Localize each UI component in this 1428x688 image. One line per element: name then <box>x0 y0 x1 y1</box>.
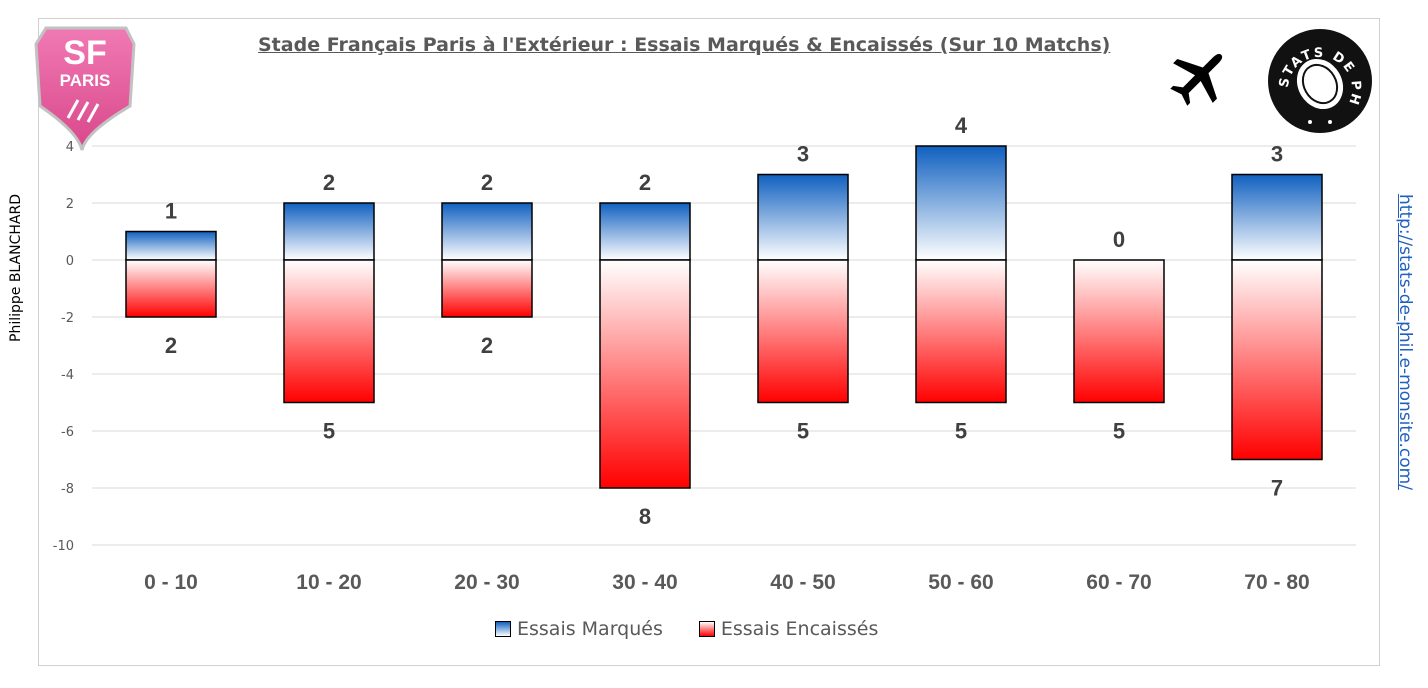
data-label-marques: 3 <box>1271 142 1283 167</box>
legend-label-encaisses: Essais Encaissés <box>720 618 879 640</box>
data-label-encaisses: 7 <box>1271 476 1283 501</box>
x-tick-label: 0 - 10 <box>144 571 198 594</box>
data-label-marques: 1 <box>165 199 177 224</box>
x-tick-label: 70 - 80 <box>1244 571 1309 594</box>
bar-marques <box>441 202 533 261</box>
legend-item-marques: Essais Marqués <box>495 618 663 640</box>
club-logo-initials: SF <box>63 34 106 72</box>
data-label-marques: 3 <box>797 142 809 167</box>
chart-title: Stade Français Paris à l'Extérieur : Ess… <box>258 34 1111 56</box>
bar-encaisses <box>1231 259 1323 461</box>
y-tick-label: 4 <box>66 140 74 155</box>
bar-marques <box>125 230 217 261</box>
data-label-marques: 0 <box>1113 227 1125 252</box>
club-logo-city: PARIS <box>60 71 111 90</box>
data-label-marques: 2 <box>639 170 651 195</box>
data-label-marques: 2 <box>481 170 493 195</box>
y-tick-label: -4 <box>61 368 74 383</box>
data-label-encaisses: 2 <box>481 333 493 358</box>
chart-legend: Essais Marqués Essais Encaissés <box>495 618 878 640</box>
club-logo: SF PARIS <box>34 26 136 151</box>
data-label-marques: 2 <box>323 170 335 195</box>
x-tick-label: 40 - 50 <box>770 571 835 594</box>
x-tick-label: 20 - 30 <box>454 571 519 594</box>
x-tick-label: 30 - 40 <box>612 571 677 594</box>
bar-encaisses <box>441 259 533 318</box>
airplane-icon <box>1170 53 1223 106</box>
y-tick-label: -6 <box>61 425 74 440</box>
bar-encaisses <box>1073 259 1165 404</box>
y-tick-label: -2 <box>61 311 74 326</box>
bar-marques <box>757 173 849 261</box>
y-tick-label: 0 <box>66 254 74 269</box>
data-label-encaisses: 5 <box>797 419 809 444</box>
bar-encaisses <box>757 259 849 404</box>
y-tick-label: -10 <box>53 539 74 554</box>
data-label-encaisses: 2 <box>165 333 177 358</box>
bar-encaisses <box>599 259 691 489</box>
bar-marques <box>915 145 1007 261</box>
bar-encaisses <box>125 259 217 318</box>
legend-label-marques: Essais Marqués <box>517 618 663 640</box>
bar-marques <box>283 202 375 261</box>
bar-encaisses <box>915 259 1007 404</box>
bar-marques <box>599 202 691 261</box>
data-label-encaisses: 8 <box>639 504 651 529</box>
data-label-encaisses: 5 <box>323 419 335 444</box>
x-tick-label: 60 - 70 <box>1086 571 1151 594</box>
x-tick-label: 50 - 60 <box>928 571 993 594</box>
bar-marques <box>1231 173 1323 261</box>
legend-item-encaisses: Essais Encaissés <box>698 618 879 640</box>
data-label-marques: 4 <box>955 113 968 138</box>
bar-encaisses <box>283 259 375 404</box>
legend-swatch-marques <box>495 621 511 637</box>
stats-de-phil-logo: STATS DE PHIL <box>1264 26 1372 133</box>
chart-frame <box>38 18 1380 666</box>
y-tick-label: -8 <box>61 482 74 497</box>
data-label-encaisses: 5 <box>955 419 967 444</box>
x-tick-label: 10 - 20 <box>296 571 361 594</box>
y-tick-label: 2 <box>66 197 74 212</box>
legend-swatch-encaisses <box>698 621 715 637</box>
data-label-encaisses: 5 <box>1113 419 1125 444</box>
